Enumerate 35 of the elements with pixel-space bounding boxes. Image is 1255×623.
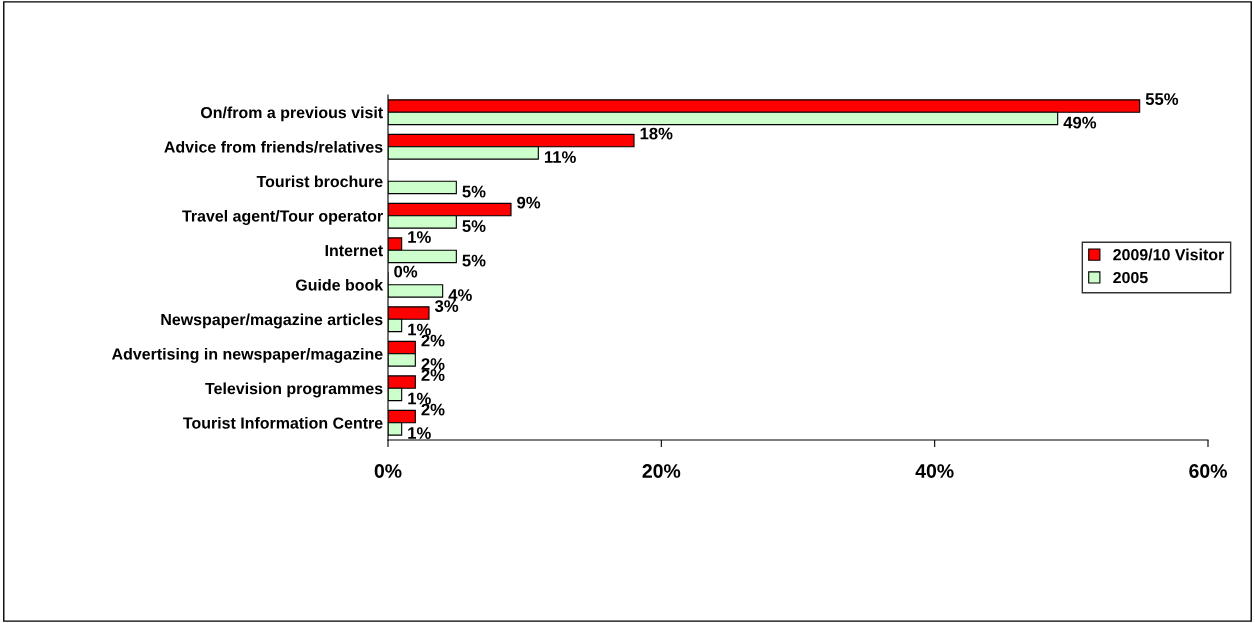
y-tick-label: Newspaper/magazine articles	[161, 313, 383, 329]
data-label: 0%	[394, 265, 418, 278]
data-label: 1%	[408, 427, 431, 439]
data-label: 55%	[1145, 93, 1179, 105]
data-label: 1%	[408, 323, 431, 336]
data-label: 4%	[448, 289, 472, 301]
data-label: 1%	[408, 392, 431, 405]
data-label: 5%	[462, 220, 486, 232]
data-label: 9%	[517, 196, 541, 209]
x-tick-label: 20%	[642, 464, 681, 478]
data-label: 1%	[408, 231, 431, 243]
y-tick-label: Tourist brochure	[256, 175, 383, 188]
y-tick-label: Guide book	[295, 278, 384, 291]
data-label: 49%	[1063, 116, 1097, 129]
y-tick-label: Internet	[325, 245, 383, 257]
x-tick-label: 40%	[915, 464, 954, 478]
y-tick-label: Advertising in newspaper/magazine	[111, 347, 383, 363]
data-label: 5%	[462, 254, 486, 267]
data-label: 2%	[421, 334, 445, 347]
data-label: 18%	[640, 127, 673, 140]
y-tick-label: Travel agent/Tour operator	[182, 209, 383, 225]
legend-label: 2005	[1113, 271, 1148, 284]
data-label: 11%	[544, 151, 576, 163]
data-label: 5%	[462, 185, 486, 198]
y-tick-label: On/from a previous visit	[200, 106, 383, 122]
legend-label: 2009/10 Visitor	[1113, 248, 1225, 261]
data-label: 2%	[421, 358, 445, 370]
x-tick-label: 0%	[374, 464, 402, 478]
data-label: 2%	[421, 369, 445, 381]
data-label: 2%	[421, 403, 445, 416]
y-tick-label: Tourist Information Centre	[183, 416, 383, 429]
x-tick-label: 60%	[1189, 464, 1227, 478]
data-label: 3%	[434, 300, 459, 312]
y-tick-label: Advice from friends/relatives	[164, 140, 383, 153]
y-tick-label: Television programmes	[205, 382, 383, 398]
